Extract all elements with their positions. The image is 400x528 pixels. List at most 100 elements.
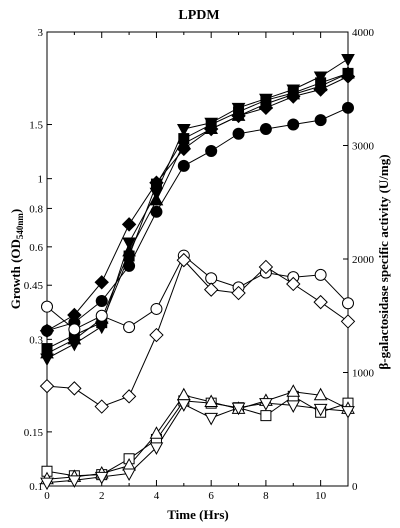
- series-line-filled-square: [46, 72, 349, 350]
- data-point-filled-triangle-up: [341, 65, 355, 79]
- series-line-open-circle: [46, 254, 349, 330]
- left-tick-label: 3: [38, 27, 44, 39]
- data-point-filled-triangle-down: [149, 187, 164, 201]
- right-axis-ticks: 0 1000 2000 3000 4000: [343, 27, 375, 493]
- series-markers: [39, 54, 356, 491]
- data-point-filled-diamond: [39, 323, 55, 338]
- data-point-filled-diamond: [94, 275, 109, 290]
- series-line-filled-triangle-down: [46, 58, 349, 359]
- data-point-open-square: [260, 410, 272, 422]
- data-point-filled-circle: [287, 118, 300, 131]
- right-tick-label: 4000: [352, 27, 375, 39]
- data-point-filled-triangle-down: [204, 117, 219, 131]
- data-point-open-circle: [314, 268, 327, 281]
- data-point-open-triangle-down: [94, 471, 109, 485]
- series-line-open-triangle-up: [46, 391, 349, 480]
- data-point-open-diamond: [176, 252, 192, 268]
- data-point-open-triangle-up: [204, 394, 219, 408]
- series-line-filled-diamond: [46, 76, 349, 332]
- data-point-open-diamond: [67, 381, 82, 396]
- data-point-open-diamond: [231, 285, 246, 301]
- data-point-open-diamond: [39, 378, 55, 394]
- data-point-filled-triangle-up: [122, 243, 136, 257]
- left-axis-label-main: Growth (OD: [8, 239, 23, 309]
- data-point-filled-triangle-down: [341, 54, 355, 67]
- data-point-filled-circle: [177, 159, 190, 172]
- data-point-open-diamond: [149, 327, 164, 343]
- data-point-open-diamond: [121, 389, 137, 404]
- data-point-open-triangle-down: [149, 442, 164, 455]
- x-tick-label: 0: [44, 490, 50, 502]
- right-tick-label: 1000: [352, 368, 375, 380]
- data-point-filled-triangle-down: [40, 353, 54, 367]
- data-point-open-circle: [150, 302, 163, 315]
- series-line-open-diamond: [46, 259, 349, 408]
- data-point-filled-circle: [95, 294, 108, 307]
- data-point-filled-triangle-down: [286, 84, 301, 98]
- data-point-open-circle: [342, 297, 354, 310]
- data-point-filled-diamond: [67, 307, 82, 323]
- data-point-filled-circle: [123, 259, 136, 272]
- data-point-open-triangle-up: [149, 426, 164, 439]
- data-point-open-triangle-down: [231, 402, 246, 416]
- data-point-filled-triangle-down: [67, 338, 82, 352]
- data-point-open-diamond: [340, 314, 356, 329]
- plot-frame: [46, 31, 349, 487]
- data-point-filled-circle: [205, 145, 218, 158]
- data-point-filled-triangle-down: [94, 321, 109, 335]
- data-point-open-triangle-down: [286, 400, 301, 413]
- left-axis-label-subscript: 540nm: [15, 213, 25, 240]
- data-point-filled-circle: [232, 127, 245, 140]
- x-tick-label: 4: [154, 490, 160, 502]
- left-tick-label: 0.45: [24, 280, 44, 292]
- right-tick-label: 3000: [352, 141, 375, 153]
- left-tick-label: 0.3: [29, 334, 43, 346]
- x-axis-label: Time (Hrs): [167, 507, 229, 522]
- data-point-open-diamond: [286, 276, 301, 292]
- data-point-open-circle: [41, 300, 53, 313]
- series-lines: [46, 58, 349, 484]
- left-tick-label: 1: [38, 174, 44, 186]
- data-point-filled-triangle-down: [313, 71, 328, 85]
- data-point-open-triangle-down: [40, 477, 54, 491]
- data-point-open-triangle-down: [204, 412, 219, 426]
- data-point-open-triangle-up: [176, 387, 191, 401]
- data-point-filled-circle: [150, 205, 163, 218]
- series-line-filled-triangle-up: [46, 72, 349, 354]
- data-point-filled-circle: [314, 114, 327, 127]
- data-point-filled-triangle-down: [176, 124, 191, 137]
- data-point-open-triangle-down: [313, 403, 328, 417]
- series-line-open-square: [46, 395, 349, 477]
- data-point-filled-triangle-up: [313, 78, 328, 92]
- x-axis-ticks: 0 2 4 6 8 10: [44, 32, 349, 502]
- data-point-open-diamond: [203, 282, 219, 297]
- left-tick-label: 0.15: [24, 427, 44, 439]
- left-tick-label: 1.5: [29, 120, 43, 132]
- data-point-open-triangle-down: [176, 399, 191, 412]
- data-point-open-triangle-down: [341, 406, 355, 419]
- data-point-filled-circle: [259, 123, 272, 136]
- left-tick-label: 0.6: [29, 242, 43, 254]
- left-axis-label-close: ): [8, 209, 23, 213]
- left-axis-label: Growth (OD540nm): [8, 209, 25, 310]
- right-axis-label: β-galactosidase specific activity (U/mg): [376, 154, 391, 369]
- data-point-open-diamond: [94, 399, 109, 414]
- series-line-open-triangle-down: [46, 402, 349, 484]
- left-tick-label: 0.1: [29, 481, 43, 493]
- data-point-open-triangle-up: [286, 384, 301, 397]
- data-point-open-diamond: [313, 294, 328, 310]
- right-tick-label: 0: [352, 481, 358, 493]
- x-tick-label: 2: [99, 490, 105, 502]
- data-point-filled-circle: [342, 101, 354, 114]
- data-point-open-circle: [123, 321, 136, 334]
- chart-title: LPDM: [178, 8, 219, 23]
- data-point-filled-triangle-down: [231, 102, 246, 116]
- x-tick-label: 6: [208, 490, 214, 502]
- left-axis-ticks: 0.1 0.15 0.3 0.45 0.6 0.8 1 1.5 3: [24, 27, 52, 493]
- data-point-open-triangle-down: [122, 468, 136, 482]
- data-point-open-triangle-down: [259, 398, 273, 411]
- series-line-filled-circle: [46, 107, 349, 332]
- data-point-open-triangle-down: [67, 475, 82, 488]
- x-tick-label: 8: [263, 490, 269, 502]
